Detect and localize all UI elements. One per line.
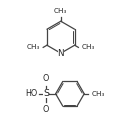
- Text: O: O: [43, 74, 49, 83]
- Text: CH₃: CH₃: [54, 8, 68, 14]
- Text: N: N: [58, 49, 64, 58]
- Text: CH₃: CH₃: [91, 91, 105, 97]
- Text: CH₃: CH₃: [82, 44, 95, 50]
- Text: CH₃: CH₃: [26, 44, 40, 50]
- Text: HO: HO: [25, 89, 37, 98]
- Text: O: O: [43, 104, 49, 114]
- Text: S: S: [43, 89, 49, 98]
